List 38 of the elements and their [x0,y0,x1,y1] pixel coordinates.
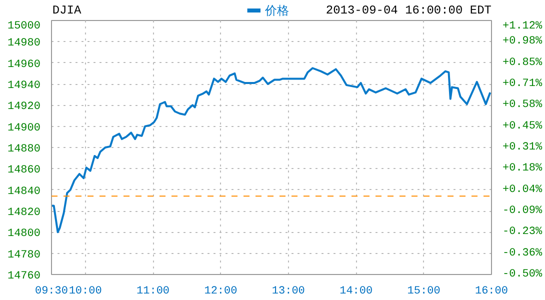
x-tick-label: 15:00 [407,286,440,298]
y2-tick-label: +0.58% [502,99,543,112]
y2-tick-label: +0.98% [502,36,543,48]
y-tick-label: 14980 [7,38,41,50]
line-series [52,67,492,234]
y2-tick-label: +1.12% [502,20,543,32]
x-tick-label: 12:00 [204,286,238,298]
y-tick-label: 14920 [7,101,41,114]
y2-tick-label: +0.31% [502,142,543,154]
y2-tick-label: +0.71% [502,78,543,90]
chart-subtitle: 2013-09-04 16:00:00 EDT [326,4,492,18]
y2-tick-label: +0.18% [502,162,543,175]
x-tick-label: 11:00 [136,286,170,298]
x-tick-label: 10:00 [68,286,102,298]
y2-tick-label: +0.45% [502,120,543,132]
y-tick-label: 14760 [7,270,41,282]
x-tick-label: 13:00 [272,286,305,298]
chart-title: DJIA [52,4,82,18]
y-tick-label: 15000 [7,20,41,32]
x-tick-label: 16:00 [474,286,508,298]
y-tick-label: 14820 [7,207,41,219]
y2-tick-label: -0.36% [502,247,543,260]
y2-tick-label: -0.09% [502,204,543,217]
x-tick-label: 14:00 [340,286,373,298]
y-tick-label: 14880 [7,144,41,156]
y-tick-label: 14860 [7,164,41,177]
y-tick-label: 14960 [7,58,41,71]
y2-tick-label: +0.04% [502,184,543,196]
y2-tick-label: +0.85% [502,56,543,69]
y2-tick-label: -0.50% [502,268,543,280]
y-tick-label: 14780 [7,249,41,262]
x-tick-label: 09:30 [34,286,68,298]
y2-tick-label: -0.23% [502,226,543,238]
y-tick-label: 14840 [7,186,41,198]
y-tick-label: 14940 [7,80,41,92]
y-tick-label: 14900 [7,122,41,134]
y-tick-label: 14800 [7,228,41,240]
legend-label: 价格 [264,4,289,18]
